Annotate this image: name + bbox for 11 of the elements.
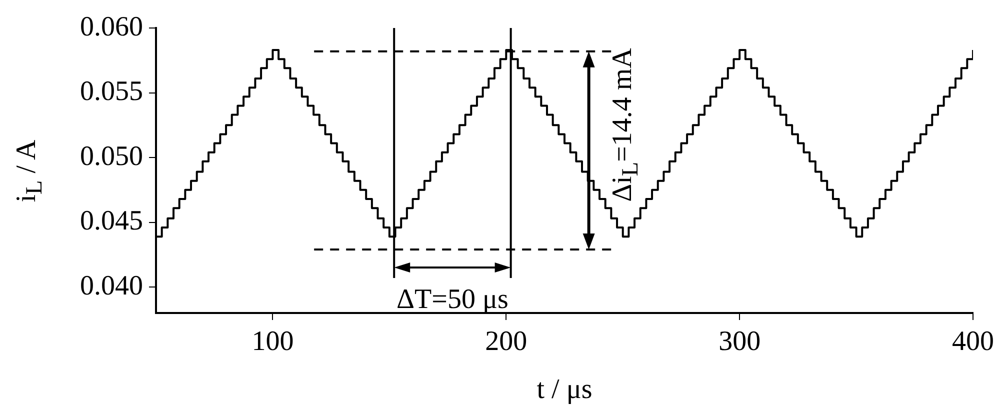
y-tick-label: 0.050 [80,140,143,172]
x-tick-label: 200 [485,326,528,358]
y-tick-label: 0.045 [80,206,143,237]
annotation: ΔT=50 μs [396,284,508,315]
x-axis-title: t / μs [536,374,592,405]
y-tick-label: 0.040 [80,270,143,302]
x-tick-label: 400 [952,326,994,358]
x-tick-label: 100 [252,326,294,358]
x-tick-label: 300 [718,326,761,358]
y-tick-label: 0.055 [80,76,143,108]
y-tick-label: 0.060 [80,11,143,42]
